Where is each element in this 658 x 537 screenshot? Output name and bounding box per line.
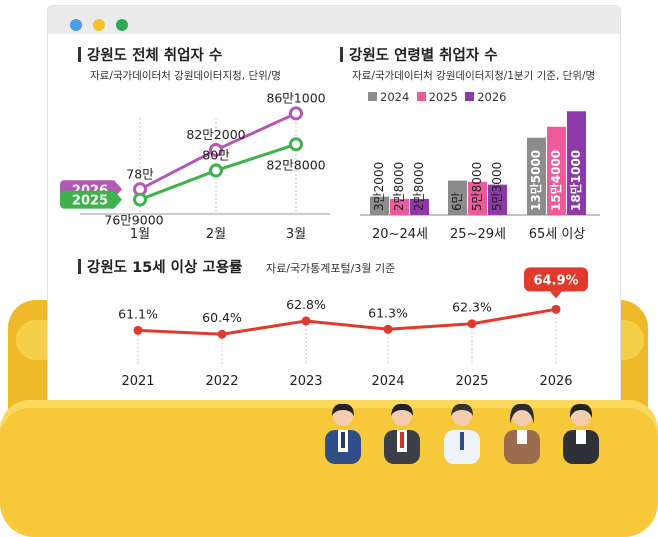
chart3-x-tick-label: 2023 [289,374,322,389]
chart1-title: 강원도 전체 취업자 수 [78,44,222,65]
chart3-x-tick-label: 2021 [121,374,154,389]
chart2-data-label: 18만1000 [568,150,583,211]
person-icon [384,403,420,464]
chart3-x-tick-label: 2025 [455,374,488,389]
chart3-highlight-box [524,267,588,292]
chart1-data-label: 86만1000 [266,90,325,105]
chart1-data-label: 76만9000 [104,213,163,228]
chart2-bar [370,196,389,215]
chart2-bar [410,198,429,215]
chart1-data-label: 82만2000 [186,127,245,142]
chart2-subtitle: 자료/국가데이터처 강원데이터지청/1분기 기준, 단위/명 [352,70,596,82]
chart1-point [209,163,223,178]
chart3-highlight-pointer [550,291,562,299]
chart3-subtitle: 자료/국가통계포털/3월 기준 [266,262,396,275]
chart3-series-line [137,307,557,336]
chart2-bar [527,137,546,215]
chart3-title: 강원도 15세 이상 고용률 [78,256,242,277]
chart2-title: 강원도 연령별 취업자 수 [340,44,498,65]
chart2-x-tick-label: 65세 이상 [529,227,586,242]
chart3-data-label: 64.9% [533,273,578,288]
chart3-point [301,316,311,326]
chart3-x-tick-label: 2024 [371,374,404,389]
chart2-data-label: 2만8000 [392,162,406,211]
chart1-point [289,137,303,152]
chart1-point [289,106,303,121]
chart2-bar [468,181,487,215]
chart2-data-label: 6만 [450,192,464,211]
chart3-data-label: 62.8% [286,297,326,312]
chart3-data-label: 61.3% [368,305,408,320]
legend-swatch-2026 [465,92,475,101]
chart3-point [467,319,477,329]
chart2-data-label: 3만2000 [372,162,386,211]
chart3-point [383,324,393,334]
chart1-data-label: 82만8000 [266,157,325,172]
chart2-bar [567,111,586,215]
window-dot-yellow [93,19,105,31]
folder-front [0,400,658,537]
person-icon [444,403,480,464]
window-dot-blue [70,19,82,31]
chart1-data-label: 78만 [126,166,154,181]
person-icon [504,403,540,464]
chart1-point [209,142,223,157]
chart1-subtitle: 자료/국가데이터처 강원데이터지청, 단위/명 [90,70,281,82]
chart2-bar [488,184,507,215]
legend-label-2024: 2024 [380,90,410,104]
chart3-point [133,325,143,335]
chart3-point [551,304,561,314]
chart3-x-tick-label: 2022 [205,374,238,389]
chart2-data-label: 5만3000 [490,162,504,211]
chart1-x-tick-label: 3월 [286,227,306,242]
chart1-data-label: 80만 [202,148,230,163]
chart2-data-label: 5만8000 [470,162,484,211]
chart3-data-label: 61.1% [118,306,158,321]
chart2-bar [547,126,566,215]
chart1-point [133,192,147,207]
chart2-legend: 2024 2025 2026 [368,90,506,104]
person-icon [325,403,361,464]
chart2-data-label: 2만8000 [412,162,426,211]
window-titlebar [48,6,620,34]
chart2-x-tick-label: 25~29세 [450,227,506,242]
chart3-x-tick-label: 2026 [539,374,572,389]
chart2-data-label: 15만4000 [548,150,563,211]
chart1-x-tick-label: 2월 [206,227,226,242]
paper-panel [48,6,620,466]
person-icon [563,403,599,464]
window-dot-green [116,19,128,31]
chart3-point [217,329,227,339]
chart2-x-tick-label: 20~24세 [372,227,428,242]
chart1-x-tick-label: 1월 [130,227,150,242]
legend-label-2025: 2025 [428,90,458,104]
chart1-series-badge [60,190,122,209]
chart2-bar [448,180,467,215]
legend-label-2026: 2026 [477,90,507,104]
chart2-data-label: 13만5000 [528,150,543,211]
chart2-bar [390,198,409,215]
chart3-data-label: 60.4% [202,310,242,325]
chart3-data-label: 62.3% [452,300,492,315]
legend-swatch-2024 [368,92,377,101]
chart1-series-name: 2025 [72,194,108,209]
legend-swatch-2025 [416,92,426,101]
